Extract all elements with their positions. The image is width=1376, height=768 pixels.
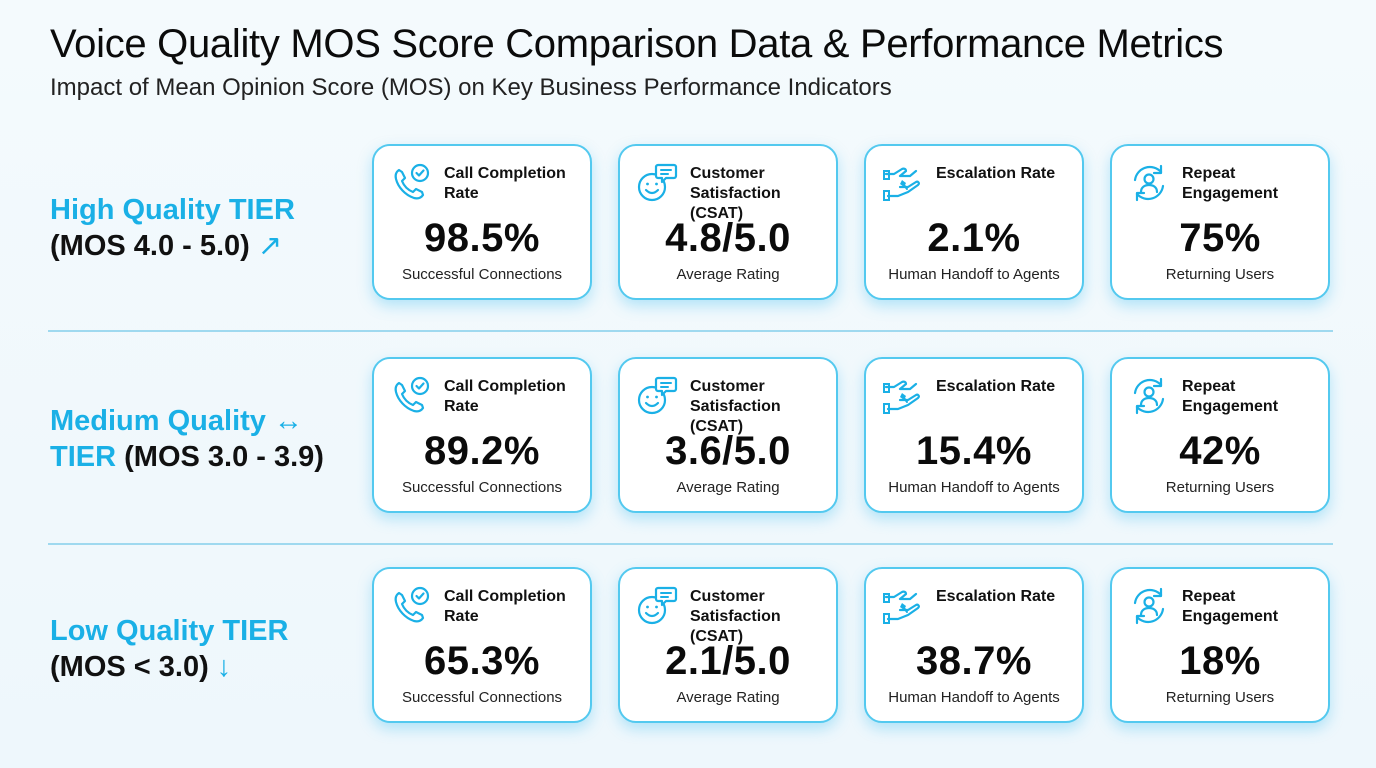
metric-card-repeat: Repeat Engagement 18% Returning Users bbox=[1110, 567, 1330, 723]
metric-value: 65.3% bbox=[424, 639, 540, 683]
metric-value: 98.5% bbox=[424, 216, 540, 260]
phone-check-icon bbox=[390, 375, 432, 417]
tier-range: (MOS < 3.0) bbox=[50, 651, 209, 683]
hand-handoff-icon bbox=[882, 585, 924, 627]
metric-subtitle: Returning Users bbox=[1165, 689, 1275, 706]
user-refresh-icon bbox=[1128, 162, 1170, 204]
metric-card-csat: Customer Satisfaction (CSAT) 4.8/5.0 Ave… bbox=[618, 144, 838, 300]
metric-title: Call Completion Rate bbox=[444, 588, 566, 625]
metric-title: Repeat Engagement bbox=[1182, 588, 1279, 625]
phone-check-icon bbox=[390, 585, 432, 627]
tier-name: High Quality TIER bbox=[50, 194, 295, 226]
metric-title: Customer Satisfaction (CSAT) bbox=[690, 588, 781, 645]
metric-card-escalation: Escalation Rate 2.1% Human Handoff to Ag… bbox=[864, 144, 1084, 300]
metric-card-escalation: Escalation Rate 38.7% Human Handoff to A… bbox=[864, 567, 1084, 723]
metric-value: 2.1% bbox=[927, 216, 1021, 260]
metric-card-csat: Customer Satisfaction (CSAT) 3.6/5.0 Ave… bbox=[618, 357, 838, 513]
metric-subtitle: Human Handoff to Agents bbox=[888, 689, 1060, 706]
smile-chat-icon bbox=[636, 162, 678, 204]
hand-handoff-icon bbox=[882, 162, 924, 204]
metric-title: Escalation Rate bbox=[936, 378, 1056, 395]
user-refresh-icon bbox=[1128, 375, 1170, 417]
metric-subtitle: Successful Connections bbox=[401, 266, 563, 283]
metric-subtitle: Successful Connections bbox=[401, 689, 563, 706]
metric-subtitle: Average Rating bbox=[676, 689, 780, 706]
arrow-down-icon: ↓ bbox=[216, 651, 232, 683]
metric-value: 75% bbox=[1179, 216, 1261, 260]
metric-title: Call Completion Rate bbox=[444, 165, 566, 202]
tier-name-suffix: TIER bbox=[50, 441, 117, 473]
metric-card-csat: Customer Satisfaction (CSAT) 2.1/5.0 Ave… bbox=[618, 567, 838, 723]
metric-value: 15.4% bbox=[916, 429, 1032, 473]
tier-range: (MOS 3.0 - 3.9) bbox=[124, 441, 324, 473]
metric-card-call-completion: Call Completion Rate 98.5% Successful Co… bbox=[372, 144, 592, 300]
metric-title: Escalation Rate bbox=[936, 165, 1056, 182]
tier-label: Low Quality TIER (MOS < 3.0) ↓ bbox=[50, 613, 360, 685]
metric-card-repeat: Repeat Engagement 42% Returning Users bbox=[1110, 357, 1330, 513]
metric-card-repeat: Repeat Engagement 75% Returning Users bbox=[1110, 144, 1330, 300]
arrow-left-right-icon: ↔ bbox=[273, 405, 303, 437]
metric-title: Repeat Engagement bbox=[1182, 165, 1279, 202]
metric-value: 89.2% bbox=[424, 429, 540, 473]
metric-title: Repeat Engagement bbox=[1182, 378, 1279, 415]
metric-subtitle: Successful Connections bbox=[401, 479, 563, 496]
hand-handoff-icon bbox=[882, 375, 924, 417]
page-subtitle: Impact of Mean Opinion Score (MOS) on Ke… bbox=[50, 74, 892, 101]
tier-divider bbox=[48, 330, 1333, 332]
tier-name: Medium Quality bbox=[50, 405, 266, 437]
tier-low: Low Quality TIER (MOS < 3.0) ↓ Call Compl… bbox=[0, 567, 1376, 727]
tier-name: Low Quality TIER bbox=[50, 615, 289, 647]
metric-value: 4.8/5.0 bbox=[665, 216, 791, 260]
tier-high: High Quality TIER (MOS 4.0 - 5.0) ↗ Call … bbox=[0, 144, 1376, 304]
metric-value: 18% bbox=[1179, 639, 1261, 683]
metric-title: Call Completion Rate bbox=[444, 378, 566, 415]
smile-chat-icon bbox=[636, 585, 678, 627]
tier-medium: Medium Quality ↔ TIER (MOS 3.0 - 3.9) Cal… bbox=[0, 357, 1376, 517]
metric-title: Customer Satisfaction (CSAT) bbox=[690, 378, 781, 435]
metric-subtitle: Average Rating bbox=[676, 266, 780, 283]
arrow-up-right-icon: ↗ bbox=[257, 230, 283, 262]
metric-value: 3.6/5.0 bbox=[665, 429, 791, 473]
page-title: Voice Quality MOS Score Comparison Data … bbox=[50, 22, 1224, 66]
user-refresh-icon bbox=[1128, 585, 1170, 627]
tier-label: Medium Quality ↔ TIER (MOS 3.0 - 3.9) bbox=[50, 403, 360, 475]
tier-label: High Quality TIER (MOS 4.0 - 5.0) ↗ bbox=[50, 192, 360, 264]
smile-chat-icon bbox=[636, 375, 678, 417]
tier-range: (MOS 4.0 - 5.0) bbox=[50, 230, 250, 262]
metric-card-call-completion: Call Completion Rate 89.2% Successful Co… bbox=[372, 357, 592, 513]
metric-subtitle: Human Handoff to Agents bbox=[888, 479, 1060, 496]
metric-value: 42% bbox=[1179, 429, 1261, 473]
tier-divider bbox=[48, 543, 1333, 545]
metric-title: Customer Satisfaction (CSAT) bbox=[690, 165, 781, 222]
metric-card-escalation: Escalation Rate 15.4% Human Handoff to A… bbox=[864, 357, 1084, 513]
phone-check-icon bbox=[390, 162, 432, 204]
metric-subtitle: Human Handoff to Agents bbox=[888, 266, 1060, 283]
metric-title: Escalation Rate bbox=[936, 588, 1056, 605]
metric-subtitle: Returning Users bbox=[1165, 266, 1275, 283]
metric-value: 38.7% bbox=[916, 639, 1032, 683]
metric-subtitle: Average Rating bbox=[676, 479, 780, 496]
metric-subtitle: Returning Users bbox=[1165, 479, 1275, 496]
metric-card-call-completion: Call Completion Rate 65.3% Successful Co… bbox=[372, 567, 592, 723]
metric-value: 2.1/5.0 bbox=[665, 639, 791, 683]
